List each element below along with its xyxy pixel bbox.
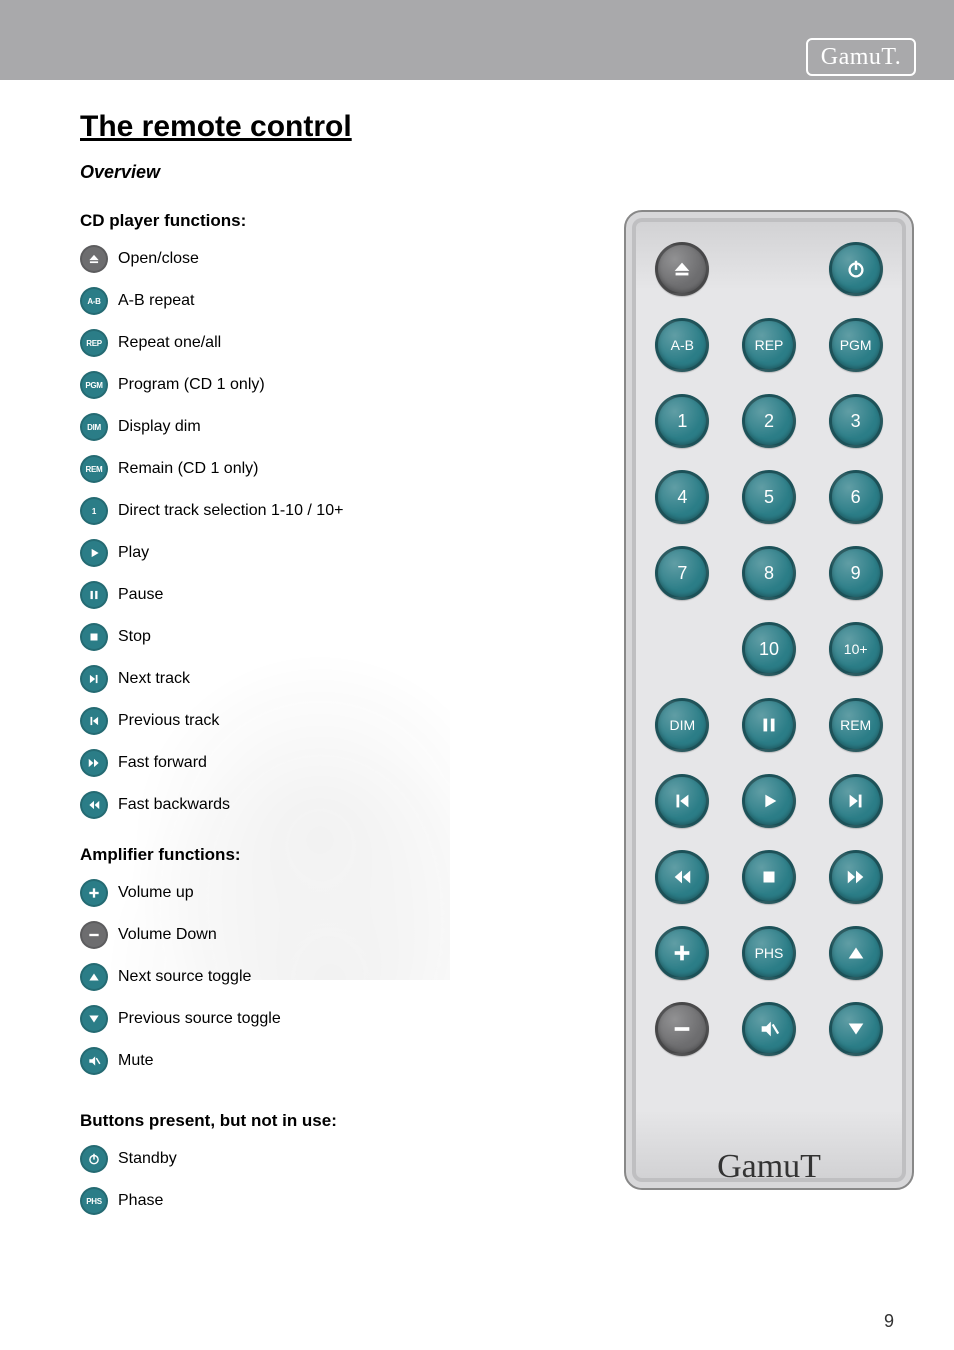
func-label: Mute xyxy=(118,1052,154,1070)
num5-icon[interactable]: 5 xyxy=(742,470,796,524)
func-label: A-B repeat xyxy=(118,292,194,310)
stop-icon[interactable] xyxy=(742,850,796,904)
minus-icon[interactable] xyxy=(655,1002,709,1056)
prev-icon[interactable] xyxy=(655,774,709,828)
func-label: Play xyxy=(118,544,149,562)
func-label: Standby xyxy=(118,1150,177,1168)
program-icon: PGM xyxy=(80,371,108,399)
open-close-icon xyxy=(80,245,108,273)
num1-icon[interactable]: 1 xyxy=(655,394,709,448)
plus-icon[interactable] xyxy=(655,926,709,980)
func-label: Pause xyxy=(118,586,163,604)
num8-icon[interactable]: 8 xyxy=(742,546,796,600)
next-track-icon xyxy=(80,665,108,693)
rem-icon[interactable]: REM xyxy=(829,698,883,752)
num6-icon[interactable]: 6 xyxy=(829,470,883,524)
dim-icon[interactable]: DIM xyxy=(655,698,709,752)
remain-icon: REM xyxy=(80,455,108,483)
num9-icon[interactable]: 9 xyxy=(829,546,883,600)
ffwd-icon xyxy=(80,749,108,777)
num10-icon[interactable]: 10 xyxy=(742,622,796,676)
vol-up-icon xyxy=(80,879,108,907)
ab-repeat-icon: A-B xyxy=(80,287,108,315)
remote-spacer xyxy=(655,622,709,676)
power-icon[interactable] xyxy=(829,242,883,296)
dim-icon: DIM xyxy=(80,413,108,441)
brand-logo: GamuT. xyxy=(806,38,916,76)
remote-spacer xyxy=(742,242,796,296)
func-label: Display dim xyxy=(118,418,201,436)
num10p-icon[interactable]: 10+ xyxy=(829,622,883,676)
num3-icon[interactable]: 3 xyxy=(829,394,883,448)
next-source-icon xyxy=(80,963,108,991)
rwd-icon[interactable] xyxy=(655,850,709,904)
stop-icon xyxy=(80,623,108,651)
direct-track-icon: 1 xyxy=(80,497,108,525)
standby-icon xyxy=(80,1145,108,1173)
page-content: The remote control Overview CD player fu… xyxy=(0,80,954,1350)
play-icon xyxy=(80,539,108,567)
prev-source-icon xyxy=(80,1005,108,1033)
func-label: Direct track selection 1-10 / 10+ xyxy=(118,502,343,520)
pgm-icon[interactable]: PGM xyxy=(829,318,883,372)
down-icon[interactable] xyxy=(829,1002,883,1056)
next-icon[interactable] xyxy=(829,774,883,828)
pause-icon xyxy=(80,581,108,609)
up-icon[interactable] xyxy=(829,926,883,980)
rep-icon[interactable]: REP xyxy=(742,318,796,372)
repeat-icon: REP xyxy=(80,329,108,357)
page-number: 9 xyxy=(884,1311,894,1332)
mute-icon xyxy=(80,1047,108,1075)
eject-icon[interactable] xyxy=(655,242,709,296)
func-label: Next source toggle xyxy=(118,968,251,986)
func-label: Volume up xyxy=(118,884,194,902)
func-item-phase: PHS Phase xyxy=(80,1187,874,1215)
remote-brand: GamuT xyxy=(646,1148,892,1186)
play-icon[interactable] xyxy=(742,774,796,828)
func-label: Open/close xyxy=(118,250,199,268)
func-label: Stop xyxy=(118,628,151,646)
phase-icon: PHS xyxy=(80,1187,108,1215)
prev-track-icon xyxy=(80,707,108,735)
func-label: Previous track xyxy=(118,712,219,730)
phs-icon[interactable]: PHS xyxy=(742,926,796,980)
func-label: Previous source toggle xyxy=(118,1010,281,1028)
func-label: Repeat one/all xyxy=(118,334,221,352)
vol-down-icon xyxy=(80,921,108,949)
remote-illustration: A-B REP PGM 123 456 789 10 10+ DIM REM PHS GamuT xyxy=(624,210,914,1190)
page-title: The remote control xyxy=(80,110,874,144)
mute-icon[interactable] xyxy=(742,1002,796,1056)
func-label: Phase xyxy=(118,1192,163,1210)
pause-icon[interactable] xyxy=(742,698,796,752)
num7-icon[interactable]: 7 xyxy=(655,546,709,600)
func-label: Next track xyxy=(118,670,190,688)
header-band: GamuT. xyxy=(0,10,954,78)
ffwd-icon[interactable] xyxy=(829,850,883,904)
func-label: Volume Down xyxy=(118,926,217,944)
ab-icon[interactable]: A-B xyxy=(655,318,709,372)
func-label: Program (CD 1 only) xyxy=(118,376,265,394)
rwd-icon xyxy=(80,791,108,819)
num4-icon[interactable]: 4 xyxy=(655,470,709,524)
func-label: Fast backwards xyxy=(118,796,230,814)
subtitle: Overview xyxy=(80,162,874,183)
func-label: Fast forward xyxy=(118,754,207,772)
func-label: Remain (CD 1 only) xyxy=(118,460,258,478)
num2-icon[interactable]: 2 xyxy=(742,394,796,448)
